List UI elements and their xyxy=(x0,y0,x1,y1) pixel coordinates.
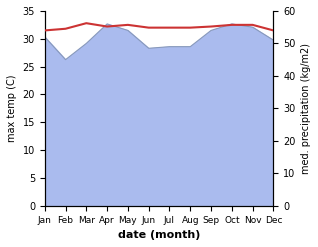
Y-axis label: max temp (C): max temp (C) xyxy=(7,75,17,142)
X-axis label: date (month): date (month) xyxy=(118,230,200,240)
Y-axis label: med. precipitation (kg/m2): med. precipitation (kg/m2) xyxy=(301,43,311,174)
